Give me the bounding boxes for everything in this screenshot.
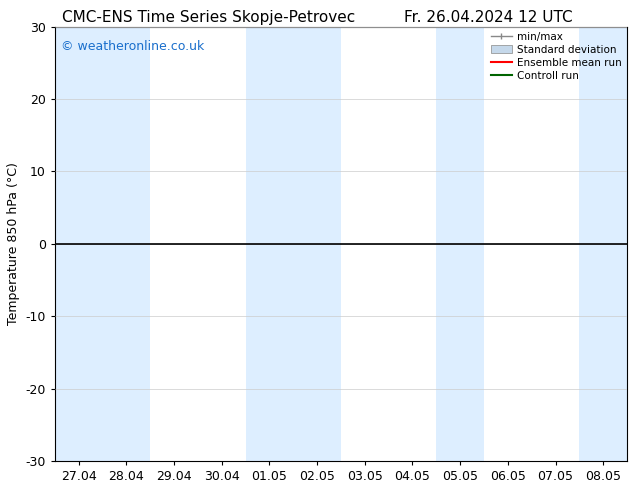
- Title: CMC-ENS Time Series Skopje-Petrovec      Fr. 26.04.2024 12 UTC: CMC-ENS Time Series Skopje-Petrovec Fr. …: [0, 489, 1, 490]
- Y-axis label: Temperature 850 hPa (°C): Temperature 850 hPa (°C): [7, 162, 20, 325]
- Bar: [579, 26, 627, 461]
- Text: © weatheronline.co.uk: © weatheronline.co.uk: [61, 40, 204, 53]
- Text: CMC-ENS Time Series Skopje-Petrovec          Fr. 26.04.2024 12 UTC: CMC-ENS Time Series Skopje-Petrovec Fr. …: [61, 10, 573, 25]
- Bar: [294, 26, 341, 461]
- Bar: [436, 26, 484, 461]
- Legend: min/max, Standard deviation, Ensemble mean run, Controll run: min/max, Standard deviation, Ensemble me…: [491, 32, 622, 81]
- Bar: [55, 26, 103, 461]
- Bar: [103, 26, 150, 461]
- Bar: [245, 26, 294, 461]
